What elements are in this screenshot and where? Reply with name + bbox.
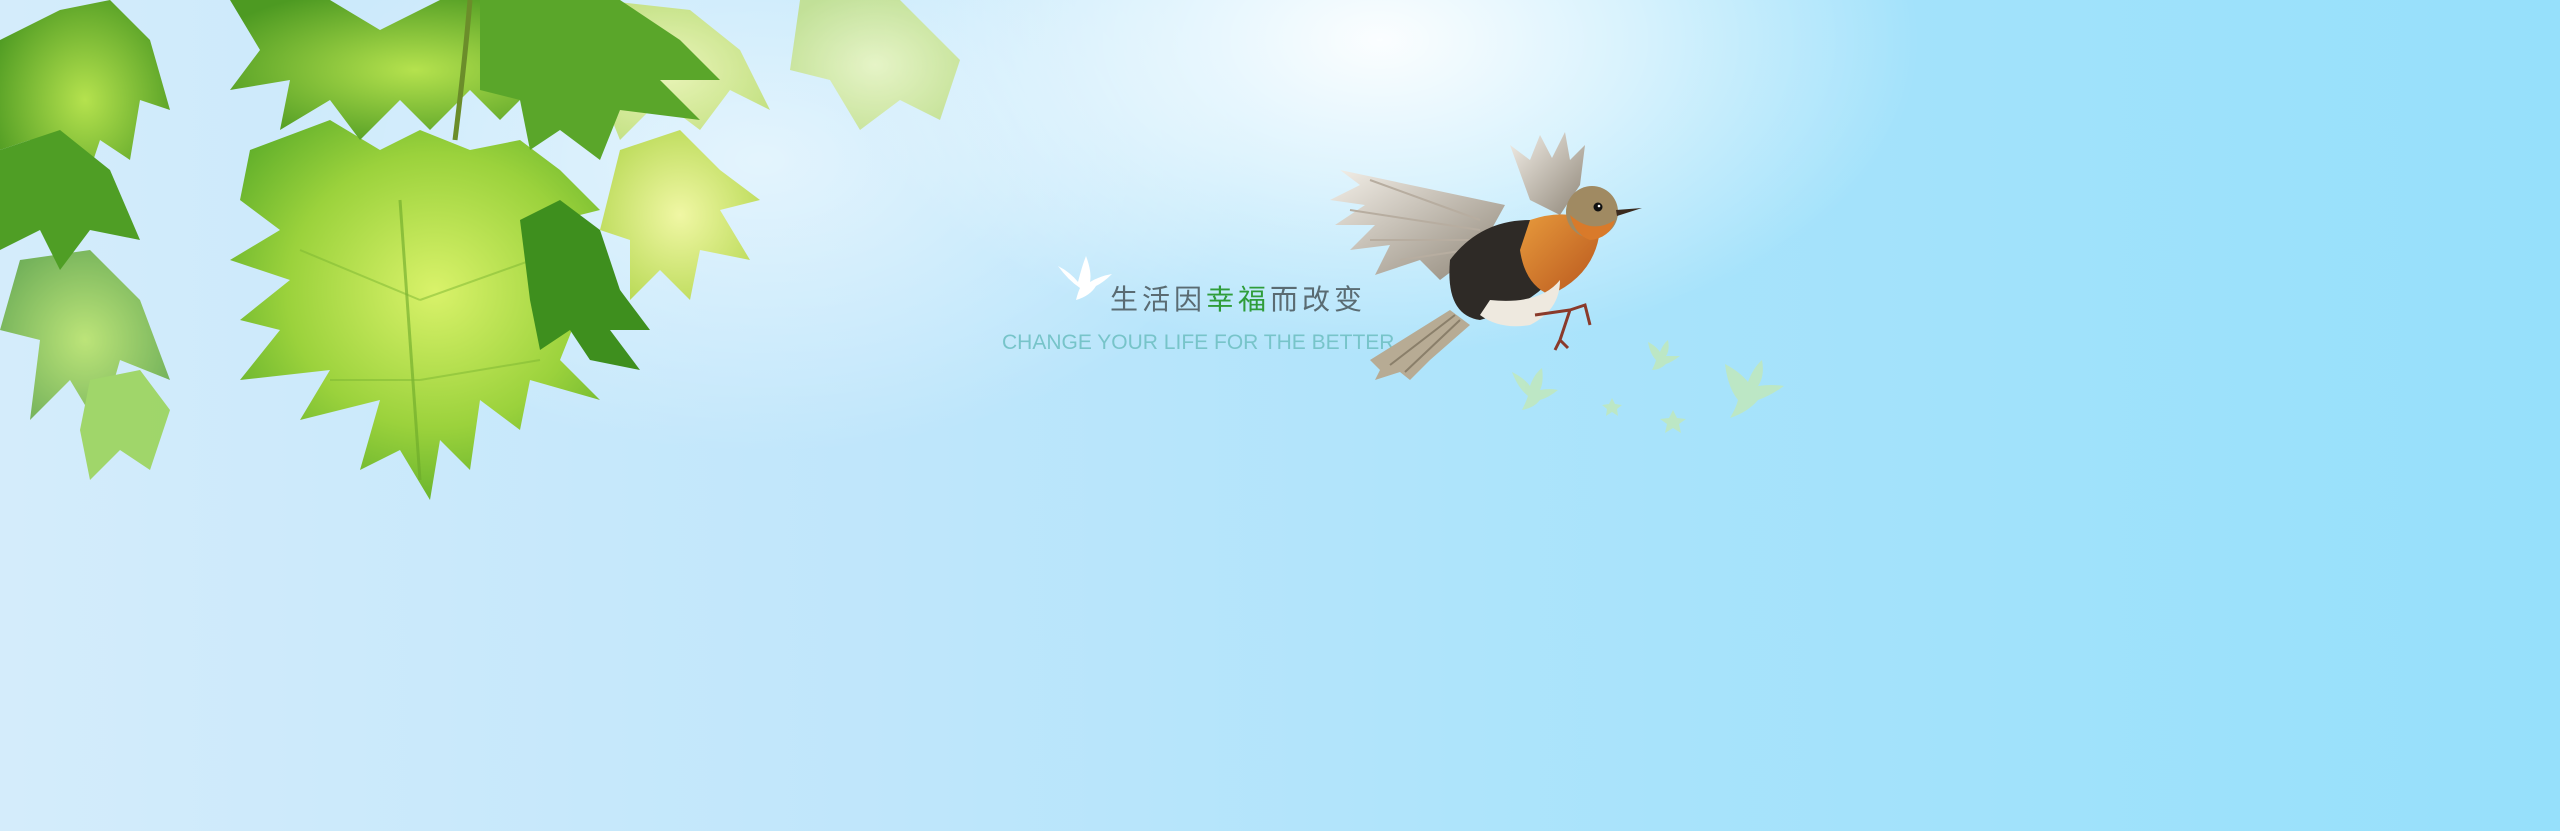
slogan-after: 而改变: [1270, 283, 1367, 316]
flying-robin-image: [1330, 132, 1642, 380]
white-dove-icon: [1058, 256, 1112, 300]
slogan-subtitle: CHANGE YOUR LIFE FOR THE BETTER: [1002, 331, 1395, 354]
maple-leaves-image: [0, 0, 960, 500]
small-bird-silhouettes: [1512, 340, 1784, 433]
slogan-text: 生活因幸福而改变: [1110, 286, 1366, 314]
slogan-highlight: 幸福: [1206, 283, 1271, 316]
slogan-before: 生活因: [1110, 283, 1207, 316]
